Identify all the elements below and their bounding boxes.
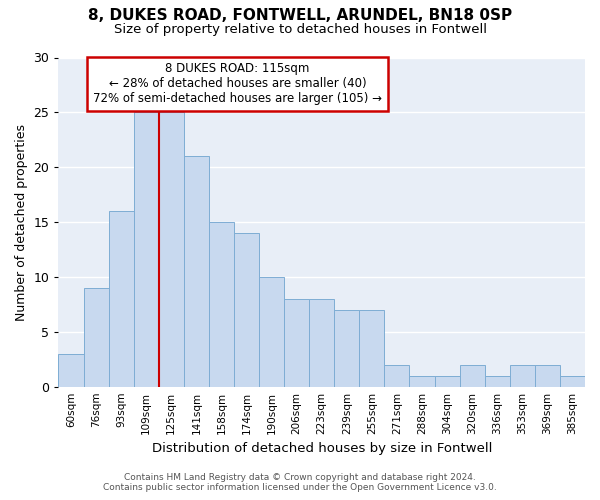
Bar (460, 364, 485, 386)
Bar (359, 310, 385, 386)
Bar (159, 112, 184, 386)
X-axis label: Distribution of detached houses by size in Fontwell: Distribution of detached houses by size … (152, 442, 492, 455)
Bar (510, 364, 535, 386)
Text: 8, DUKES ROAD, FONTWELL, ARUNDEL, BN18 0SP: 8, DUKES ROAD, FONTWELL, ARUNDEL, BN18 0… (88, 8, 512, 22)
Y-axis label: Number of detached properties: Number of detached properties (15, 124, 28, 320)
Bar (284, 299, 309, 386)
Bar (485, 376, 510, 386)
Bar (309, 299, 334, 386)
Bar (259, 277, 284, 386)
Text: Contains HM Land Registry data © Crown copyright and database right 2024.
Contai: Contains HM Land Registry data © Crown c… (103, 473, 497, 492)
Bar (83, 288, 109, 386)
Bar (385, 364, 409, 386)
Bar (209, 222, 234, 386)
Bar (560, 376, 585, 386)
Bar (334, 310, 359, 386)
Bar (109, 211, 134, 386)
Bar (58, 354, 83, 386)
Bar (184, 156, 209, 386)
Text: Size of property relative to detached houses in Fontwell: Size of property relative to detached ho… (113, 22, 487, 36)
Bar (434, 376, 460, 386)
Bar (409, 376, 434, 386)
Bar (535, 364, 560, 386)
Bar (134, 112, 159, 386)
Text: 8 DUKES ROAD: 115sqm
← 28% of detached houses are smaller (40)
72% of semi-detac: 8 DUKES ROAD: 115sqm ← 28% of detached h… (93, 62, 382, 106)
Bar (234, 233, 259, 386)
